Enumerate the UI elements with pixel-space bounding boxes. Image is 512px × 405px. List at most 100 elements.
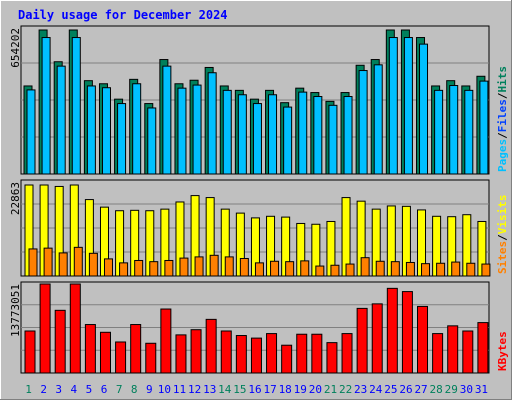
x-axis-day-labels: 1 2 3 4 5 6 7 8 9 10 11 12 13 14 15 16 17 18 19 20 21 22 23 24 2… [25, 383, 488, 396]
kbytes-bar [417, 305, 429, 374]
sites-bar [375, 260, 385, 277]
sites-bar [300, 260, 310, 277]
sites-bar [43, 247, 53, 277]
x-day-label: 5 [86, 383, 93, 396]
files-bar [237, 94, 247, 175]
x-day-label: 6 [101, 383, 108, 396]
legend-entry: Sites [496, 241, 509, 274]
legend-text: Pages/Files/Hits [496, 66, 509, 172]
kbytes-bar [175, 334, 187, 374]
legend-entry: Pages [496, 139, 509, 172]
sites-bar [179, 257, 189, 277]
x-day-label: 25 [384, 383, 397, 396]
files-bar [268, 94, 278, 175]
x-day-label: 16 [248, 383, 261, 396]
sites-bar [315, 265, 325, 277]
kbytes-bar [190, 329, 202, 374]
kbytes-bar [220, 330, 232, 374]
y-max-label: 22863 [9, 182, 22, 215]
sites-bar [405, 261, 415, 277]
x-day-label: 20 [309, 383, 322, 396]
kbytes-bar [115, 341, 127, 374]
x-day-label: 1 [25, 383, 32, 396]
kbytes-bar [341, 333, 353, 374]
sites-bar [390, 261, 400, 277]
files-bar [192, 84, 202, 175]
kbytes-bar [386, 287, 398, 374]
sites-bar [436, 262, 446, 277]
x-day-label: 17 [263, 383, 276, 396]
legend-entry: Files [496, 99, 509, 132]
files-bar [343, 96, 353, 175]
x-day-label: 31 [475, 383, 488, 396]
files-bar [26, 89, 36, 175]
files-bar [373, 64, 383, 175]
files-bar [132, 83, 142, 175]
kbytes-bar [266, 333, 278, 374]
files-bar [283, 106, 293, 175]
files-bar [56, 65, 66, 175]
sites-bar [451, 261, 461, 277]
sites-bar [28, 248, 38, 277]
chart-bars [23, 29, 491, 374]
sites-bar [481, 263, 491, 277]
kbytes-bar [326, 342, 338, 374]
legend-text: Sites/Visits [496, 195, 509, 275]
files-bar [101, 87, 111, 175]
sites-bar [103, 258, 113, 277]
x-day-label: 2 [40, 383, 47, 396]
files-bar [222, 89, 232, 175]
x-day-label: 24 [369, 383, 383, 396]
y-max-label: 13773051 [9, 284, 22, 337]
sites-bar [119, 262, 129, 277]
x-day-label: 8 [131, 383, 138, 396]
x-day-label: 4 [71, 383, 78, 396]
sites-bar [164, 259, 174, 277]
sites-bar [360, 257, 370, 277]
sites-bar [224, 256, 234, 277]
x-day-label: 12 [188, 383, 201, 396]
files-bar [177, 87, 187, 175]
kbytes-bar [447, 325, 459, 374]
x-day-label: 18 [279, 383, 292, 396]
sites-bar [149, 261, 159, 277]
legend-entry: Hits [496, 66, 509, 93]
legend-entry: KBytes [496, 331, 509, 371]
kbytes-bar [235, 335, 247, 374]
kbytes-bar [477, 322, 489, 374]
sites-bar [421, 263, 431, 277]
chart-title: Daily usage for December 2024 [18, 8, 228, 22]
legend-separator: / [496, 132, 509, 139]
kbytes-bar [281, 344, 293, 374]
files-bar [298, 91, 308, 175]
x-day-label: 28 [430, 383, 443, 396]
sites-bar [285, 261, 295, 277]
files-bar [313, 96, 323, 175]
x-day-label: 29 [445, 383, 458, 396]
files-bar [464, 89, 474, 175]
kbytes-bar [69, 283, 81, 374]
x-day-label: 22 [339, 383, 352, 396]
sites-bar [134, 259, 144, 277]
kbytes-bar [462, 330, 474, 374]
kbytes-bar [296, 333, 308, 374]
x-day-label: 3 [55, 383, 62, 396]
files-bar [117, 103, 127, 175]
sites-bar [88, 252, 98, 277]
x-day-label: 14 [218, 383, 232, 396]
sites-bar [330, 264, 340, 277]
kbytes-bar [145, 342, 157, 374]
kbytes-bar [311, 333, 323, 374]
legend-separator: / [496, 234, 509, 241]
legend-separator: / [496, 92, 509, 99]
files-bar [41, 37, 51, 175]
sites-bar [254, 262, 264, 277]
legend-entry: Visits [496, 195, 509, 235]
x-day-label: 9 [146, 383, 153, 396]
sites-bar [239, 257, 249, 277]
x-day-label: 26 [399, 383, 412, 396]
kbytes-bar [205, 318, 217, 374]
kbytes-bar [84, 324, 96, 374]
